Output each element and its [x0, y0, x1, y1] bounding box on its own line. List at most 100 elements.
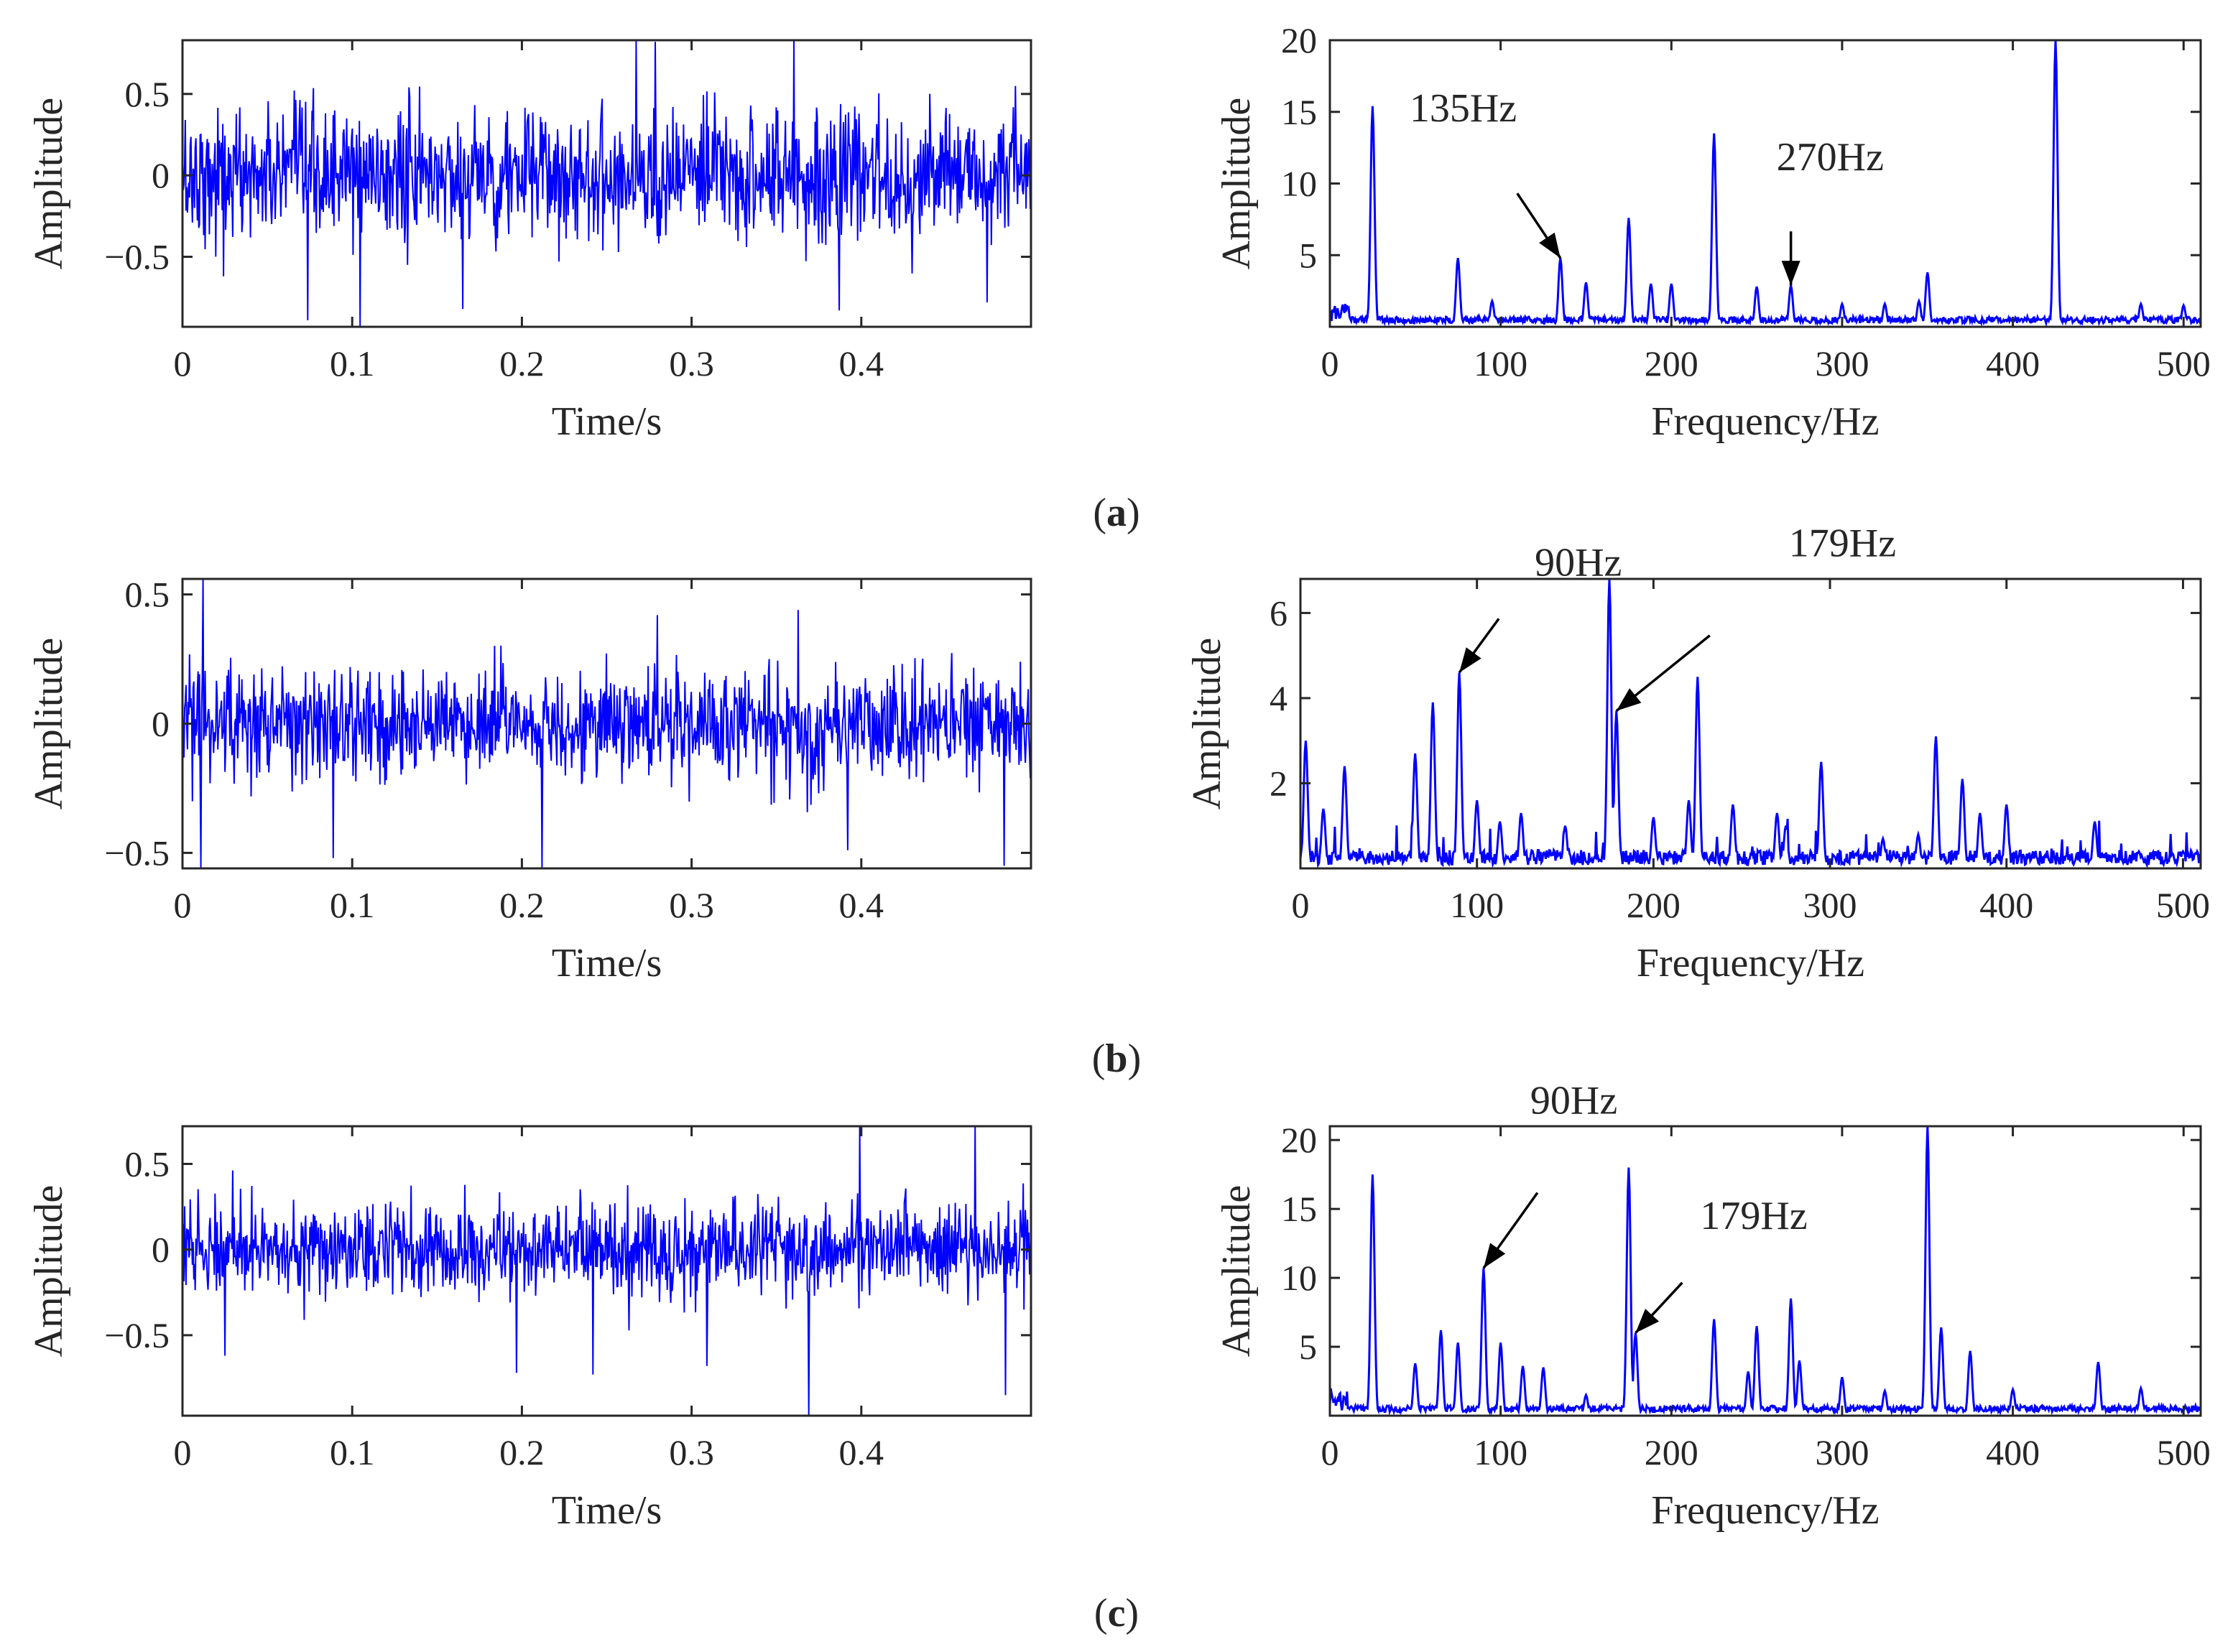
x-tick-label: 0.3 [669, 885, 714, 925]
chart-a-spectrum: 0 100 200 300 400 500 5 10 15 20 Frequency/Hz Ampli… [1214, 20, 2211, 444]
x-axis-label: Frequency/Hz [1637, 941, 1864, 985]
x-tick-label: 500 [2157, 1432, 2211, 1472]
y-tick-label: 4 [1270, 678, 1287, 718]
x-tick-label: 0 [1321, 1432, 1339, 1472]
x-tick-label: 0 [1321, 343, 1339, 384]
axes-box-c-time [181, 1125, 1032, 1417]
annotation-179Hz: 179Hz [1635, 1194, 1808, 1335]
y-tick-label: 5 [1299, 1327, 1317, 1367]
x-axis-label: Time/s [552, 1488, 662, 1533]
y-tick-label: 0 [152, 155, 170, 195]
x-tick-label: 0 [174, 343, 192, 384]
x-tick-label: 0 [174, 1432, 192, 1472]
y-tick-label: 5 [1299, 235, 1317, 275]
axes-box-c-spectrum [1328, 1125, 2202, 1417]
caption-b: (b) [1092, 1036, 1141, 1081]
series-line-b-spectrum [1300, 579, 2201, 868]
annotation-arrowhead [1635, 1309, 1660, 1333]
x-tick-label: 300 [1815, 1432, 1869, 1472]
x-tick-label: 0.4 [839, 1432, 884, 1472]
y-tick-label: 0.5 [125, 575, 170, 615]
x-tick-label: 0.4 [839, 343, 884, 384]
y-tick-label: 10 [1281, 164, 1317, 204]
annotation-arrowhead [1539, 232, 1561, 259]
x-axis-label: Frequency/Hz [1651, 399, 1879, 444]
x-tick-label: 0.1 [330, 343, 375, 384]
y-tick-label: 0.5 [125, 1143, 170, 1184]
annotation-179Hz: 179Hz [1615, 521, 1896, 713]
caption-a: (a) [1093, 491, 1139, 535]
chart-c-time: 0 0.1 0.2 0.3 0.4 −0.5 0 0.5 Time/s Amplitude [27, 1125, 1032, 1533]
series-line-a-time [182, 40, 1031, 327]
annotation-label: 270Hz [1777, 135, 1884, 180]
y-axis-label: Amplitude [27, 1185, 71, 1358]
x-tick-label: 100 [1474, 1432, 1527, 1472]
y-tick-label: 0.5 [125, 74, 170, 114]
x-tick-label: 300 [1815, 343, 1869, 384]
x-tick-label: 100 [1450, 885, 1504, 925]
chart-c-spectrum: 0 100 200 300 400 500 5 10 15 20 Frequency/Hz Ampli… [1214, 1079, 2211, 1533]
y-axis-label: Amplitude [1214, 1185, 1259, 1358]
series-line-b-time [182, 579, 1031, 868]
series-line-a-spectrum [1330, 40, 2201, 327]
axes-box-b-spectrum [1299, 577, 2202, 870]
x-tick-label: 0 [174, 885, 192, 925]
annotation-arrowhead [1483, 1243, 1506, 1268]
x-tick-label: 0.2 [499, 885, 545, 925]
x-tick-label: 400 [1986, 1432, 2040, 1472]
y-tick-label: 15 [1281, 92, 1317, 132]
axes-box-a-time [181, 39, 1032, 328]
chart-a-time: 0 0.1 0.2 0.3 0.4 −0.5 0 0.5 Time/s Amplitude [27, 39, 1032, 444]
y-axis-label: Amplitude [1185, 638, 1229, 810]
y-tick-label: −0.5 [104, 832, 170, 873]
x-axis-label: Time/s [552, 399, 662, 444]
annotation-135Hz: 135Hz [1410, 86, 1562, 259]
annotation-label: 90Hz [1530, 1079, 1617, 1123]
series-line-c-spectrum [1330, 1126, 2201, 1416]
annotation-label: 179Hz [1789, 521, 1896, 566]
y-tick-label: −0.5 [104, 1315, 170, 1355]
annotation-270Hz: 270Hz [1777, 135, 1884, 286]
caption-c: (c) [1094, 1591, 1139, 1635]
annotation-label: 179Hz [1700, 1194, 1807, 1238]
y-tick-label: 0 [152, 704, 170, 744]
chart-b-spectrum: 0 100 200 300 400 500 2 4 6 Frequency/Hz Amplitude… [1185, 521, 2210, 985]
x-tick-label: 200 [1627, 885, 1680, 925]
annotation-label: 135Hz [1410, 86, 1517, 131]
x-tick-label: 0.1 [330, 1432, 375, 1472]
x-tick-label: 400 [1986, 343, 2040, 384]
annotation-label: 90Hz [1535, 540, 1622, 585]
y-tick-label: 0 [152, 1230, 170, 1270]
y-tick-label: 20 [1281, 20, 1317, 60]
x-tick-label: 0.1 [330, 885, 375, 925]
x-axis-label: Frequency/Hz [1651, 1488, 1879, 1533]
series-line-c-time [182, 1126, 1031, 1416]
annotation-arrowhead [1616, 688, 1642, 711]
annotation-arrowhead [1459, 647, 1481, 673]
x-tick-label: 500 [2157, 343, 2211, 384]
x-tick-label: 0.4 [839, 885, 884, 925]
y-tick-label: 20 [1281, 1120, 1317, 1160]
x-tick-label: 0 [1292, 885, 1310, 925]
y-tick-label: 15 [1281, 1189, 1317, 1229]
x-tick-label: 300 [1803, 885, 1857, 925]
x-tick-label: 200 [1645, 343, 1698, 384]
x-tick-label: 0.3 [669, 343, 714, 384]
y-tick-label: 2 [1270, 763, 1287, 803]
y-axis-label: Amplitude [27, 638, 71, 810]
annotation-90Hz: 90Hz [1482, 1079, 1617, 1269]
x-tick-label: 0.2 [499, 343, 545, 384]
x-tick-label: 500 [2156, 885, 2210, 925]
y-tick-label: 6 [1270, 593, 1287, 633]
annotation-arrowhead [1781, 261, 1800, 286]
y-tick-label: −0.5 [104, 237, 170, 277]
x-axis-label: Time/s [552, 941, 662, 985]
y-axis-label: Amplitude [27, 98, 71, 270]
y-tick-label: 10 [1281, 1258, 1317, 1298]
y-axis-label: Amplitude [1214, 98, 1259, 270]
x-tick-label: 100 [1474, 343, 1527, 384]
annotation-90Hz: 90Hz [1458, 540, 1622, 674]
